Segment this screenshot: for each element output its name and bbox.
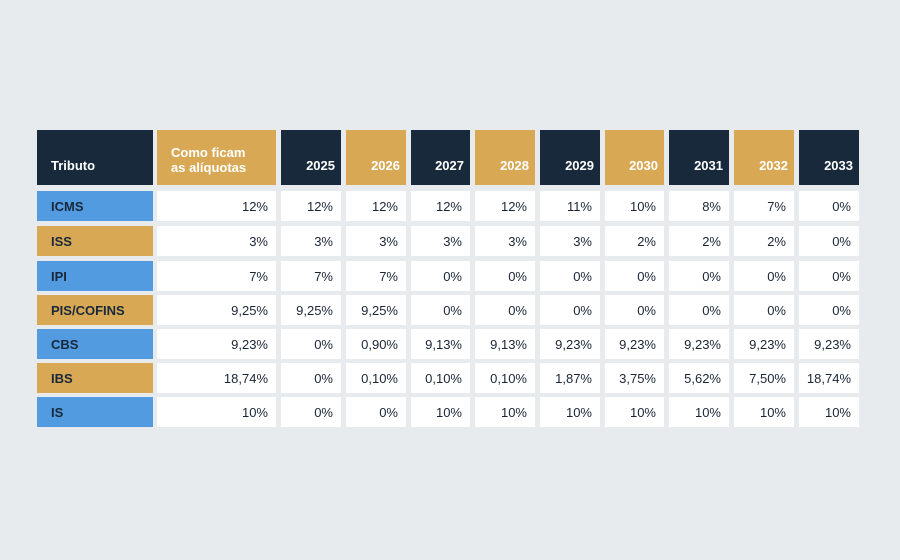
cell-value: 12% [411,191,470,221]
cell-value: 9,13% [411,329,470,359]
cell-value: 3% [346,226,406,256]
cell-value: 0% [799,261,859,291]
cell-value: 0% [799,226,859,256]
cell-value: 0% [475,261,535,291]
cell-value: 0% [669,261,729,291]
row-label: IPI [37,261,153,291]
cell-value: 7% [734,191,794,221]
cell-value: 3% [475,226,535,256]
cell-value: 10% [669,397,729,427]
cell-value: 10% [799,397,859,427]
cell-value: 9,23% [157,329,276,359]
cell-value: 9,23% [799,329,859,359]
cell-value: 10% [605,191,664,221]
cell-value: 3% [281,226,341,256]
cell-value: 0% [669,295,729,325]
cell-value: 12% [475,191,535,221]
cell-value: 7% [281,261,341,291]
cell-value: 0% [540,261,600,291]
header-tributo: Tributo [37,130,153,185]
cell-value: 0% [411,261,470,291]
cell-value: 10% [605,397,664,427]
cell-value: 0% [734,261,794,291]
header-year: 2032 [734,130,794,185]
cell-value: 7% [157,261,276,291]
cell-value: 10% [157,397,276,427]
cell-value: 11% [540,191,600,221]
cell-value: 9,23% [605,329,664,359]
cell-value: 2% [605,226,664,256]
cell-value: 3,75% [605,363,664,393]
cell-value: 3% [540,226,600,256]
cell-value: 0% [346,397,406,427]
header-year: 2026 [346,130,406,185]
cell-value: 0% [540,295,600,325]
cell-value: 9,23% [669,329,729,359]
row-label: CBS [37,329,153,359]
header-year: 2030 [605,130,664,185]
row-label: PIS/COFINS [37,295,153,325]
header-year: 2028 [475,130,535,185]
cell-value: 0,10% [346,363,406,393]
row-label: IBS [37,363,153,393]
cell-value: 2% [734,226,794,256]
cell-value: 0,90% [346,329,406,359]
cell-value: 10% [475,397,535,427]
cell-value: 9,25% [346,295,406,325]
header-aliquotas: Como ficam as alíquotas [157,130,276,185]
cell-value: 3% [411,226,470,256]
cell-value: 0% [411,295,470,325]
cell-value: 1,87% [540,363,600,393]
cell-value: 7,50% [734,363,794,393]
cell-value: 12% [157,191,276,221]
header-aliquotas-line2: as alíquotas [171,160,247,175]
cell-value: 9,13% [475,329,535,359]
cell-value: 5,62% [669,363,729,393]
cell-value: 18,74% [157,363,276,393]
cell-value: 0% [281,397,341,427]
cell-value: 0% [799,295,859,325]
header-year: 2033 [799,130,859,185]
cell-value: 18,74% [799,363,859,393]
cell-value: 9,25% [281,295,341,325]
row-label: ISS [37,226,153,256]
cell-value: 7% [346,261,406,291]
cell-value: 10% [734,397,794,427]
cell-value: 0% [281,329,341,359]
header-year: 2027 [411,130,470,185]
cell-value: 10% [411,397,470,427]
cell-value: 9,23% [734,329,794,359]
cell-value: 0% [281,363,341,393]
row-label: ICMS [37,191,153,221]
cell-value: 2% [669,226,729,256]
cell-value: 0% [799,191,859,221]
cell-value: 12% [346,191,406,221]
cell-value: 0% [605,261,664,291]
cell-value: 3% [157,226,276,256]
row-label: IS [37,397,153,427]
cell-value: 9,23% [540,329,600,359]
cell-value: 8% [669,191,729,221]
cell-value: 10% [540,397,600,427]
cell-value: 0% [605,295,664,325]
cell-value: 9,25% [157,295,276,325]
cell-value: 0% [734,295,794,325]
header-year: 2031 [669,130,729,185]
cell-value: 0% [475,295,535,325]
cell-value: 12% [281,191,341,221]
cell-value: 0,10% [475,363,535,393]
header-aliquotas-line1: Como ficam [171,145,246,160]
cell-value: 0,10% [411,363,470,393]
header-year: 2025 [281,130,341,185]
header-year: 2029 [540,130,600,185]
